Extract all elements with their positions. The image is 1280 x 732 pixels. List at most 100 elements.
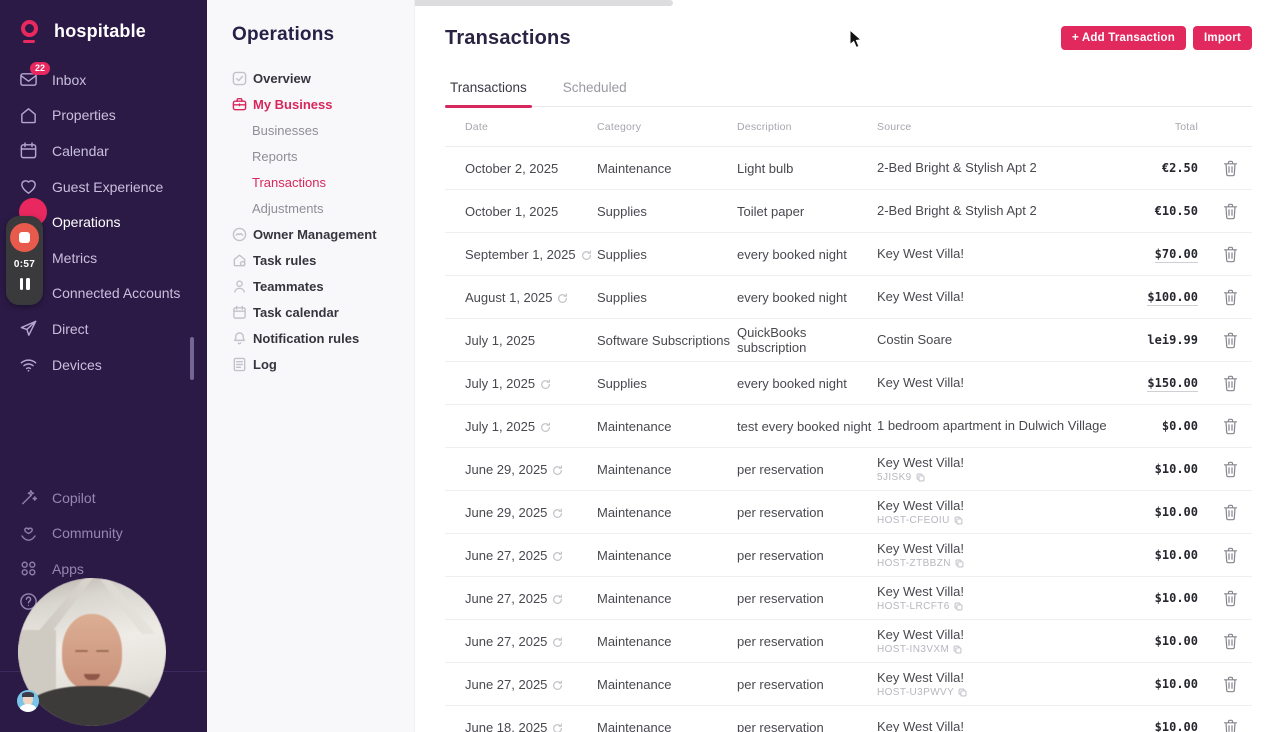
sidebar-item-guest-experience[interactable]: Guest Experience <box>0 169 207 205</box>
sidebar-item-direct[interactable]: Direct <box>0 311 207 347</box>
submenu-item-overview[interactable]: Overview <box>207 65 414 91</box>
cell-source: Key West Villa! <box>877 246 964 261</box>
delete-transaction-icon[interactable] <box>1223 418 1238 435</box>
sidebar-item-label: Community <box>52 525 123 542</box>
sidebar-item-devices[interactable]: Devices <box>0 347 207 383</box>
table-row[interactable]: October 2, 2025 Maintenance Light bulb 2… <box>445 147 1252 190</box>
sidebar-item-community[interactable]: Community <box>0 516 207 552</box>
briefcase-icon <box>232 97 247 112</box>
submenu-item-transactions[interactable]: Transactions <box>207 169 414 195</box>
cell-description: per reservation <box>737 461 824 477</box>
table-row[interactable]: October 1, 2025 Supplies Toilet paper 2-… <box>445 190 1252 233</box>
table-row[interactable]: July 1, 2025 Supplies every booked night… <box>445 362 1252 405</box>
table-row[interactable]: June 27, 2025 Maintenance per reservatio… <box>445 620 1252 663</box>
delete-transaction-icon[interactable] <box>1223 332 1238 349</box>
cell-total: $10.00 <box>1154 548 1198 562</box>
cell-source: Key West Villa! <box>877 375 964 390</box>
delete-transaction-icon[interactable] <box>1223 246 1238 263</box>
submenu-item-owner-management[interactable]: Owner Management <box>207 221 414 247</box>
person-icon <box>232 279 247 294</box>
sidebar-item-properties[interactable]: Properties <box>0 98 207 134</box>
delete-transaction-icon[interactable] <box>1223 719 1238 732</box>
submenu-item-businesses[interactable]: Businesses <box>207 117 414 143</box>
delete-transaction-icon[interactable] <box>1223 676 1238 693</box>
delete-transaction-icon[interactable] <box>1223 633 1238 650</box>
cell-date: July 1, 2025 <box>465 419 597 434</box>
delete-transaction-icon[interactable] <box>1223 160 1238 177</box>
delete-transaction-icon[interactable] <box>1223 461 1238 478</box>
cell-description: QuickBooks subscription <box>737 325 807 355</box>
tab-transactions[interactable]: Transactions <box>445 80 532 108</box>
cell-source: Key West Villa! HOST-U3PWVY <box>877 670 1108 698</box>
sidebar-item-label: Apps <box>52 560 84 577</box>
delete-transaction-icon[interactable] <box>1223 547 1238 564</box>
sidebar-item-calendar[interactable]: Calendar <box>0 133 207 169</box>
cell-total: €2.50 <box>1161 161 1198 175</box>
header-actions: + Add Transaction Import <box>1061 26 1252 50</box>
submenu-item-reports[interactable]: Reports <box>207 143 414 169</box>
pause-recording-button[interactable] <box>19 278 30 290</box>
submenu-item-task-calendar[interactable]: Task calendar <box>207 299 414 325</box>
brand-logo[interactable]: hospitable <box>0 0 207 53</box>
delete-transaction-icon[interactable] <box>1223 203 1238 220</box>
wand-icon <box>19 488 38 507</box>
tab-scheduled[interactable]: Scheduled <box>562 80 627 95</box>
sidebar-item-copilot[interactable]: Copilot <box>0 480 207 516</box>
sidebar-item-inbox[interactable]: 22 Inbox <box>0 62 207 98</box>
table-row[interactable]: June 27, 2025 Maintenance per reservatio… <box>445 663 1252 706</box>
table-row[interactable]: June 29, 2025 Maintenance per reservatio… <box>445 448 1252 491</box>
cell-description: Light bulb <box>737 160 794 176</box>
copy-icon[interactable] <box>954 602 963 611</box>
delete-transaction-icon[interactable] <box>1223 590 1238 607</box>
table-row[interactable]: September 1, 2025 Supplies every booked … <box>445 233 1252 276</box>
cell-category: Maintenance <box>597 547 672 563</box>
copy-icon[interactable] <box>916 473 925 482</box>
sidebar-footer-nav: Copilot Community Apps <box>0 480 207 587</box>
recurring-icon <box>540 378 551 389</box>
import-button[interactable]: Import <box>1193 26 1252 50</box>
submenu-item-teammates[interactable]: Teammates <box>207 273 414 299</box>
delete-transaction-icon[interactable] <box>1223 504 1238 521</box>
recurring-icon <box>552 722 563 732</box>
sidebar-item-label: Devices <box>52 356 102 373</box>
table-row[interactable]: July 1, 2025 Software Subscriptions Quic… <box>445 319 1252 362</box>
copy-icon[interactable] <box>953 645 962 654</box>
submenu-item-label: My Business <box>253 96 333 112</box>
sidebar-scrollbar[interactable] <box>190 337 194 380</box>
sidebar-item-apps[interactable]: Apps <box>0 551 207 587</box>
copy-icon[interactable] <box>954 516 963 525</box>
submenu-item-task-rules[interactable]: Task rules <box>207 247 414 273</box>
add-transaction-button[interactable]: + Add Transaction <box>1061 26 1187 50</box>
screen-recorder-widget[interactable]: 0:57 <box>6 216 43 305</box>
submenu-item-log[interactable]: Log <box>207 351 414 377</box>
table-row[interactable]: July 1, 2025 Maintenance test every book… <box>445 405 1252 448</box>
webcam-overlay[interactable] <box>18 578 166 726</box>
cell-description: every booked night <box>737 289 847 305</box>
cell-category: Supplies <box>597 375 647 391</box>
delete-transaction-icon[interactable] <box>1223 375 1238 392</box>
submenu-item-notification-rules[interactable]: Notification rules <box>207 325 414 351</box>
table-row[interactable]: June 27, 2025 Maintenance per reservatio… <box>445 577 1252 620</box>
delete-transaction-icon[interactable] <box>1223 289 1238 306</box>
inbox-badge: 22 <box>30 62 51 76</box>
cell-category: Maintenance <box>597 461 672 477</box>
table-row[interactable]: June 27, 2025 Maintenance per reservatio… <box>445 534 1252 577</box>
cell-category: Maintenance <box>597 418 672 434</box>
horizontal-scrollbar[interactable] <box>415 0 673 6</box>
col-total: Total <box>1174 120 1198 133</box>
table-row[interactable]: June 18, 2025 Maintenance per reservatio… <box>445 706 1252 732</box>
copy-icon[interactable] <box>955 559 964 568</box>
cell-total: $10.00 <box>1154 720 1198 732</box>
table-row[interactable]: August 1, 2025 Supplies every booked nig… <box>445 276 1252 319</box>
user-avatar[interactable] <box>17 690 39 712</box>
cell-total: $10.00 <box>1154 677 1198 691</box>
cell-category: Maintenance <box>597 633 672 649</box>
cell-category: Supplies <box>597 289 647 305</box>
submenu-item-adjustments[interactable]: Adjustments <box>207 195 414 221</box>
cell-source: Key West Villa! HOST-LRCFT6 <box>877 583 964 612</box>
submenu-item-my-business[interactable]: My Business <box>207 91 414 117</box>
copy-icon[interactable] <box>958 688 967 697</box>
stop-recording-button[interactable] <box>10 223 39 252</box>
table-row[interactable]: June 29, 2025 Maintenance per reservatio… <box>445 491 1252 534</box>
sidebar-item-label: Copilot <box>52 489 96 506</box>
